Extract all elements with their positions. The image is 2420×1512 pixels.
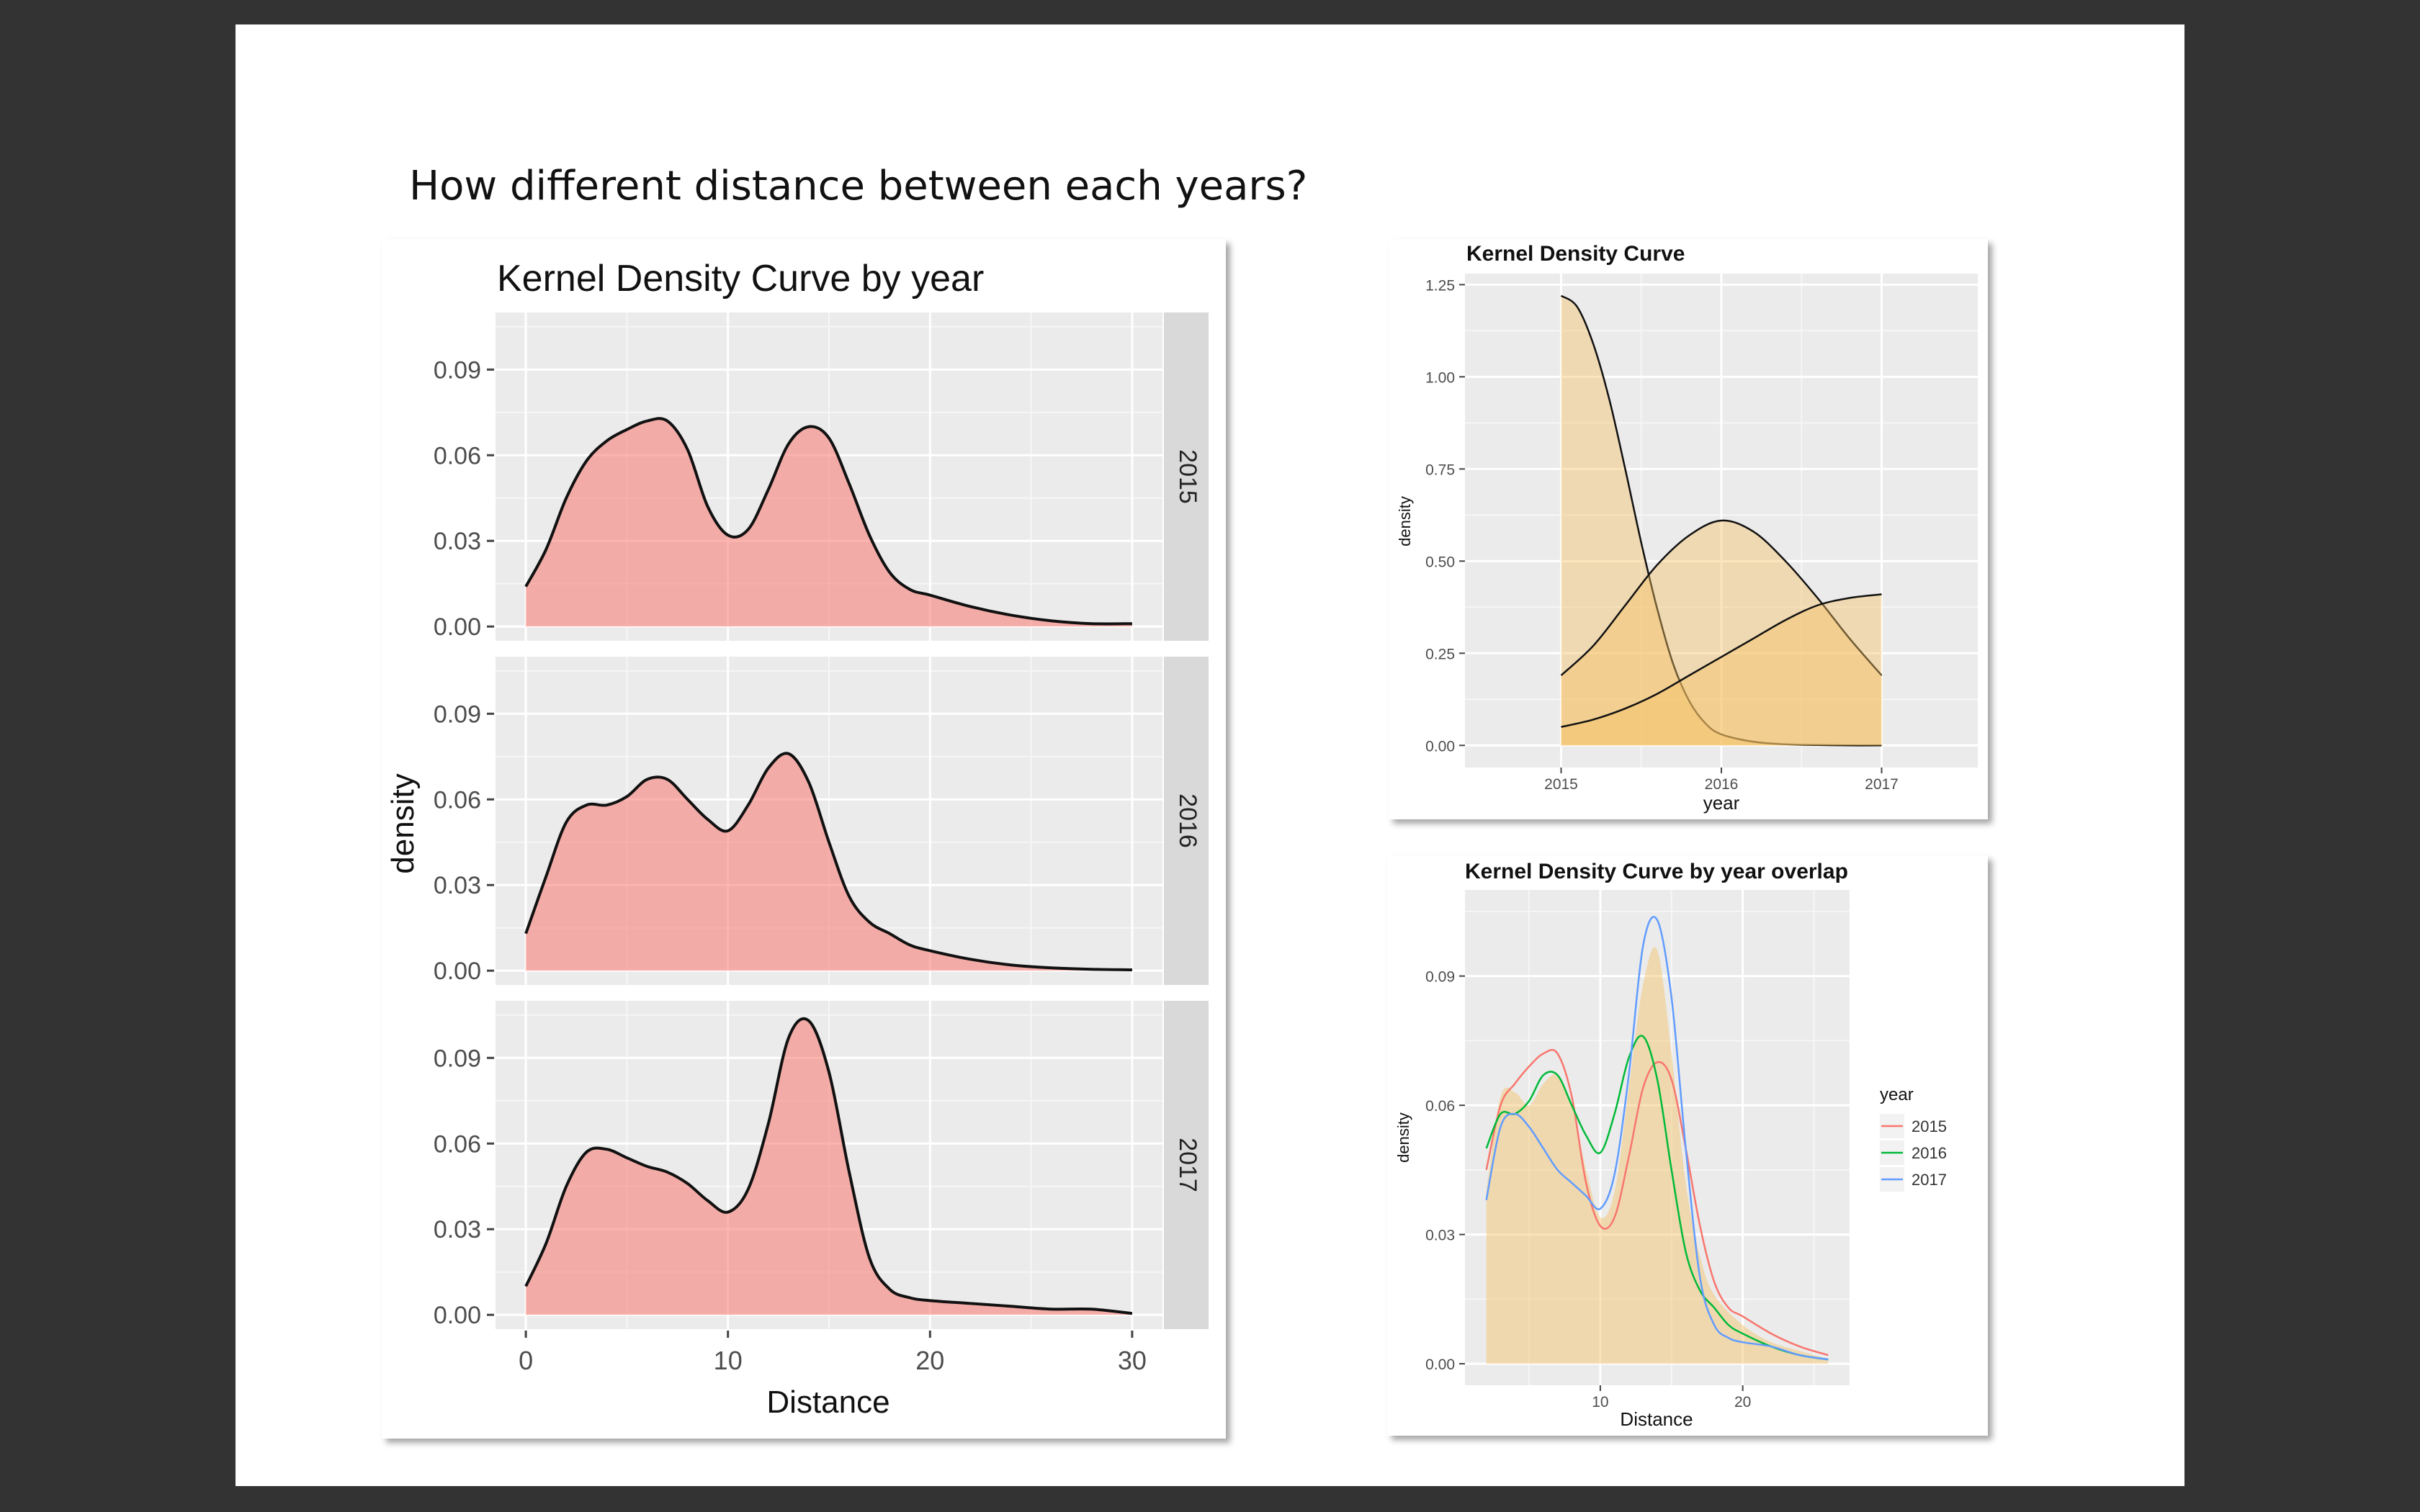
density-line-2015 [524, 417, 1132, 626]
x-tick-label: 2016 [1705, 776, 1739, 793]
overlap-density-chart: Kernel Density Curve by year overlap 0.00… [1387, 855, 1988, 1436]
y-tick-label: 0.09 [434, 701, 481, 728]
slide-title: How different distance between each year… [409, 163, 1308, 210]
density-area-0 [1561, 295, 1882, 746]
facet-label-2016: 2016 [1174, 793, 1201, 848]
x-tick-label: 2017 [1865, 776, 1899, 793]
density-line-2 [1561, 593, 1882, 728]
y-tick-label: 0.00 [1425, 738, 1455, 755]
y-tick-label: 1.25 [1425, 277, 1455, 294]
y-tick-label: 0.00 [434, 1302, 481, 1329]
density-area-combined [1486, 947, 1829, 1364]
y-tick-label: 0.50 [1425, 554, 1455, 570]
density-area-2 [1561, 594, 1882, 746]
kernel-density-curve-chart: Kernel Density Curve 0.00 0.25 0.50 0.75 1.00… [1389, 239, 1988, 819]
y-tick-label: 0.25 [1425, 646, 1455, 662]
y-axis-title: density [1394, 1112, 1412, 1163]
x-tick-label: 20 [915, 1346, 944, 1375]
legend-label-2017: 2017 [1912, 1171, 1947, 1189]
chart-title: Kernel Density Curve by year [497, 258, 984, 300]
x-axis-title: year [1703, 792, 1740, 814]
legend-title: year [1880, 1085, 1914, 1104]
y-tick-label: 0.00 [434, 958, 481, 985]
facet-strip-2015 [1164, 312, 1209, 641]
y-tick-label: 0.00 [1425, 1356, 1455, 1373]
facet-strip-2016 [1164, 657, 1209, 985]
density-line-1 [1560, 519, 1883, 676]
density-line-2017 [1485, 916, 1829, 1361]
x-tick-label: 10 [1592, 1394, 1608, 1410]
y-tick-label: 0.00 [434, 613, 481, 641]
density-line-2016 [1485, 1035, 1829, 1361]
x-tick-label: 0 [519, 1346, 533, 1375]
y-tick-label: 0.03 [434, 872, 481, 899]
facet-label-2017: 2017 [1174, 1138, 1201, 1192]
y-tick-label: 0.09 [434, 1045, 481, 1072]
facet-strip-2017 [1164, 1001, 1209, 1329]
density-line-0 [1560, 294, 1882, 747]
facet-density-chart: Kernel Density Curve by year 2015 0.00 0.03… [382, 239, 1226, 1439]
legend-label-2015: 2015 [1912, 1117, 1947, 1135]
y-tick-label: 0.75 [1425, 462, 1455, 478]
y-tick-label: 0.03 [434, 528, 481, 555]
y-tick-label: 1.00 [1425, 369, 1455, 386]
y-tick-label: 0.06 [434, 1130, 481, 1158]
density-area-2017 [526, 1018, 1132, 1315]
x-tick-label: 30 [1118, 1346, 1147, 1375]
x-axis-title: Distance [1620, 1408, 1693, 1430]
x-tick-label: 10 [714, 1346, 743, 1375]
y-tick-label: 0.06 [434, 786, 481, 814]
y-tick-label: 0.06 [1425, 1098, 1455, 1115]
y-tick-label: 0.03 [1425, 1228, 1455, 1244]
y-tick-label: 0.03 [434, 1216, 481, 1243]
y-axis-title: density [1396, 496, 1414, 546]
facet-label-2015: 2015 [1174, 449, 1201, 504]
y-tick-label: 0.09 [434, 356, 481, 384]
chart-title: Kernel Density Curve [1466, 242, 1685, 266]
x-axis-title: Distance [766, 1385, 889, 1420]
density-area-1 [1561, 520, 1882, 746]
x-tick-label: 20 [1734, 1394, 1751, 1410]
legend-label-2016: 2016 [1912, 1144, 1947, 1162]
density-area-2015 [526, 418, 1132, 627]
y-axis-title: density [385, 773, 421, 873]
density-line-2017 [524, 1017, 1133, 1315]
y-tick-label: 0.06 [434, 442, 481, 469]
density-area-2016 [526, 753, 1132, 971]
density-line-2015 [1485, 1048, 1829, 1356]
x-tick-label: 2015 [1544, 776, 1578, 793]
y-tick-label: 0.09 [1425, 969, 1455, 986]
density-line-2016 [524, 752, 1132, 971]
chart-title: Kernel Density Curve by year overlap [1465, 860, 1848, 883]
